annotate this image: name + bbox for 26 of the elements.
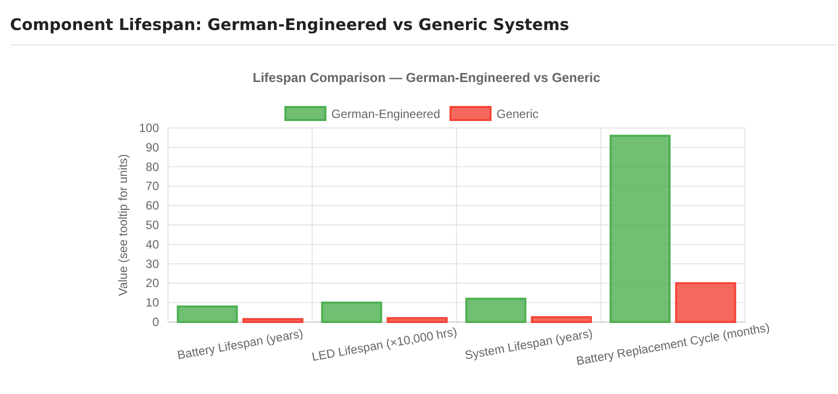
y-tick-label: 90 <box>146 140 160 154</box>
bar <box>176 305 238 323</box>
bar <box>465 298 526 323</box>
y-tick-label: 20 <box>146 276 160 290</box>
y-tick-label: 70 <box>146 179 160 194</box>
y-tick-label: 100 <box>138 121 160 135</box>
bar <box>675 282 736 323</box>
bar <box>242 318 304 323</box>
bar <box>610 134 671 323</box>
y-tick-label: 40 <box>146 237 160 252</box>
x-tick-label: Battery Lifespan (years) <box>176 326 304 362</box>
bar <box>530 316 592 323</box>
y-tick-label: 80 <box>146 160 160 174</box>
y-tick-label: 10 <box>146 296 160 310</box>
chart-title: Component Lifespan: German-Engineered vs Generic Systems <box>10 15 570 34</box>
chart-subtitle: Lifespan Comparison — German-Engineered vs Generic <box>252 70 600 85</box>
legend-label: German-Engineered <box>331 107 440 121</box>
y-axis-title: Value (see tooltip for units) <box>116 154 130 296</box>
x-tick-label: LED Lifespan (×10,000 hrs) <box>310 324 458 364</box>
y-tick-label: 60 <box>146 198 160 213</box>
bar <box>321 302 382 323</box>
y-tick-label: 50 <box>146 218 160 232</box>
legend-label: Generic <box>496 107 539 121</box>
y-tick-label: 0 <box>152 315 160 329</box>
y-tick-label: 30 <box>146 256 160 271</box>
bar <box>386 317 448 323</box>
